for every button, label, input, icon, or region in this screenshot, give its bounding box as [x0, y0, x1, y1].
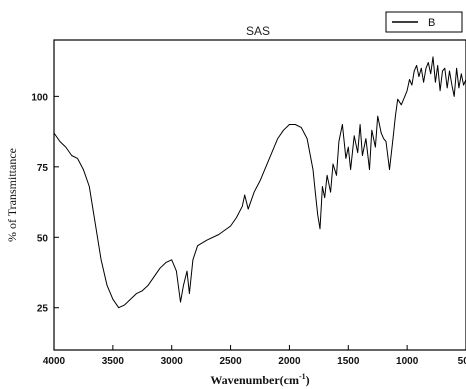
x-axis-label-main: Wavenumber(cm [210, 373, 299, 387]
plot-frame [53, 39, 466, 351]
legend: B [385, 11, 463, 33]
y-tick-label: 75 [37, 163, 49, 174]
x-tick-label: 2000 [278, 356, 301, 367]
series-line [53, 56, 466, 309]
x-tick-label: 3500 [102, 356, 125, 367]
x-axis-label-superscript: -1 [299, 372, 306, 381]
chart-title: SAS [246, 24, 270, 38]
series-layer [53, 56, 466, 309]
x-tick-label: 4000 [43, 356, 66, 367]
x-tick-label: 1500 [337, 356, 360, 367]
x-tick-label: 1000 [396, 356, 419, 367]
x-axis: 4000 3500 3000 2500 2000 1500 1000 500 [43, 345, 466, 367]
x-tick-label: 500 [458, 356, 466, 367]
x-tick-label: 2500 [219, 356, 242, 367]
x-axis-label-close: ) [306, 373, 310, 387]
x-axis-label: Wavenumber(cm-1) [210, 372, 309, 387]
y-tick-label: 100 [31, 92, 48, 103]
y-tick-label: 50 [37, 233, 49, 244]
legend-box [385, 11, 463, 33]
legend-label: B [428, 17, 435, 29]
y-axis-label: % of Transmittance [5, 148, 19, 242]
y-tick-label: 25 [37, 304, 49, 315]
y-axis: 25 50 75 100 [31, 92, 59, 315]
x-tick-label: 3000 [161, 356, 184, 367]
